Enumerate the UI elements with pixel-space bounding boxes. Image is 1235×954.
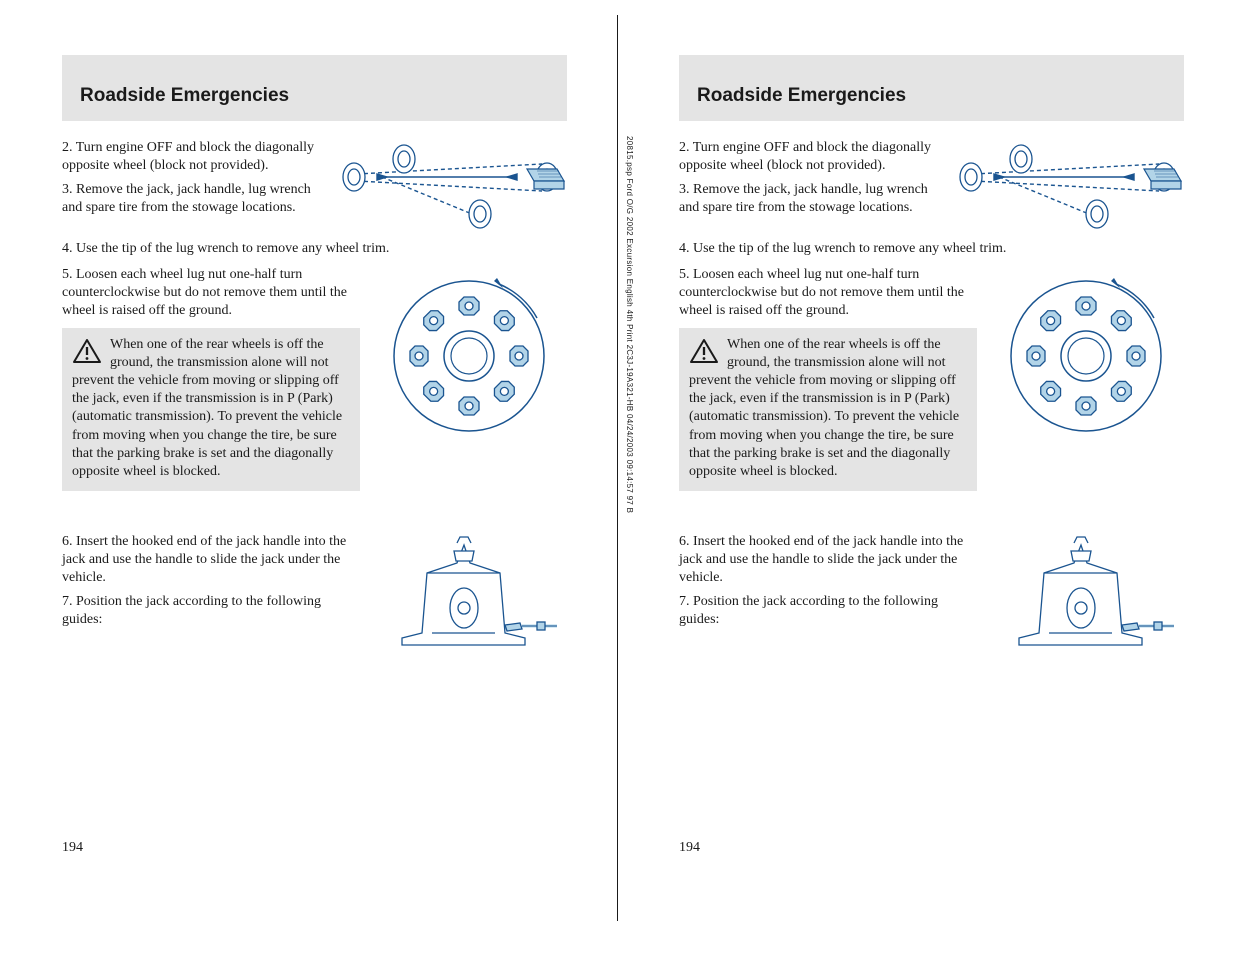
step-4: 4. Use the tip of the lug wrench to remo… — [679, 240, 1184, 258]
page-number: 194 — [679, 840, 700, 856]
header-bar: Roadside Emergencies — [62, 55, 567, 121]
jack-diagram — [989, 533, 1184, 658]
warning-icon — [689, 338, 719, 364]
step-2-3-row: 2. Turn engine OFF and block the diagona… — [679, 139, 1184, 234]
step-4: 4. Use the tip of the lug wrench to remo… — [62, 240, 567, 258]
warning-text: When one of the rear wheels is off the g… — [689, 337, 959, 479]
step-3: 3. Remove the jack, jack handle, lug wre… — [679, 181, 937, 217]
step-5-row: 5. Loosen each wheel lug nut one-half tu… — [62, 266, 567, 509]
step-2: 2. Turn engine OFF and block the diagona… — [679, 139, 937, 175]
chassis-diagram — [332, 139, 567, 234]
chassis-diagram — [949, 139, 1184, 234]
step-2: 2. Turn engine OFF and block the diagona… — [62, 139, 320, 175]
jack-diagram — [372, 533, 567, 658]
page-number: 194 — [62, 840, 83, 856]
warning-text: When one of the rear wheels is off the g… — [72, 337, 342, 479]
wheel-lugnut-diagram — [989, 266, 1184, 441]
page-right: Roadside Emergencies 2. Turn engine OFF … — [617, 0, 1234, 954]
warning-box: When one of the rear wheels is off the g… — [62, 328, 360, 492]
spine-metadata: 20815.psp Ford O/G 2002 Excursion Englis… — [625, 136, 634, 513]
section-title: Roadside Emergencies — [80, 85, 549, 107]
page-divider — [617, 15, 618, 921]
step-6: 6. Insert the hooked end of the jack han… — [679, 533, 977, 587]
step-6-7-row: 6. Insert the hooked end of the jack han… — [679, 533, 1184, 658]
step-6-7-row: 6. Insert the hooked end of the jack han… — [62, 533, 567, 658]
wheel-lugnut-diagram — [372, 266, 567, 441]
step-7: 7. Position the jack according to the fo… — [62, 593, 360, 629]
step-2-3-row: 2. Turn engine OFF and block the diagona… — [62, 139, 567, 234]
warning-icon — [72, 338, 102, 364]
page-left: Roadside Emergencies 2. Turn engine OFF … — [0, 0, 617, 954]
header-bar: Roadside Emergencies — [679, 55, 1184, 121]
step-5: 5. Loosen each wheel lug nut one-half tu… — [679, 266, 977, 320]
section-title: Roadside Emergencies — [697, 85, 1166, 107]
step-7: 7. Position the jack according to the fo… — [679, 593, 977, 629]
warning-box: When one of the rear wheels is off the g… — [679, 328, 977, 492]
step-5: 5. Loosen each wheel lug nut one-half tu… — [62, 266, 360, 320]
step-3: 3. Remove the jack, jack handle, lug wre… — [62, 181, 320, 217]
step-5-row: 5. Loosen each wheel lug nut one-half tu… — [679, 266, 1184, 509]
step-6: 6. Insert the hooked end of the jack han… — [62, 533, 360, 587]
